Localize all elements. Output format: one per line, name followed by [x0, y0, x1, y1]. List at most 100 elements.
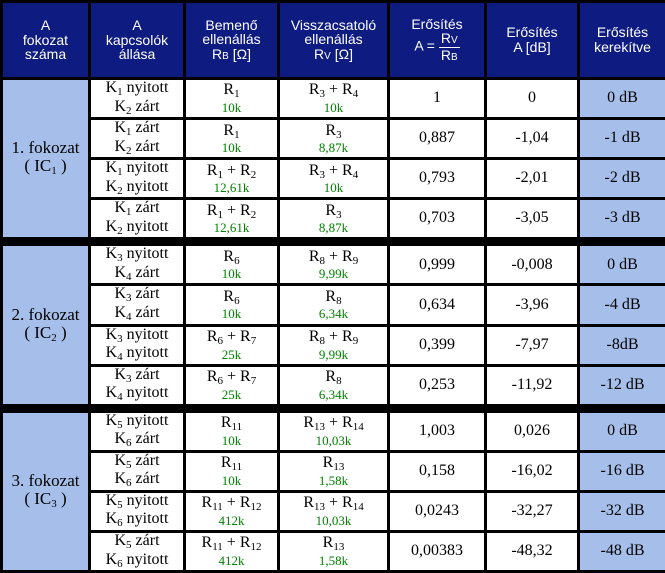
resistance-value: 1,58k: [318, 472, 349, 488]
gain-ratio-cell: 0,399: [390, 326, 484, 364]
resistance-value: 10k: [221, 306, 242, 322]
table-row: K3 nyitott K4 nyitott R6 + R7 25k R8 + R9 9,9…: [3, 326, 665, 364]
gain-ratio-cell: 0,634: [390, 286, 484, 324]
input-resistance-cell: R1 10k: [186, 120, 277, 158]
switch-state-cell: K3 nyitott K4 nyitott: [91, 326, 183, 364]
resistance-value: 10k: [323, 180, 344, 196]
gain-ratio-cell: 0,00383: [390, 533, 484, 571]
gain-rounded-cell: -8dB: [580, 326, 665, 364]
stage-label: 3. fokozat: [11, 471, 80, 491]
resistance-value: 6,34k: [318, 306, 349, 322]
feedback-resistance-cell: R3 + R4 10k: [280, 80, 387, 118]
gain-rounded-cell: -32 dB: [580, 492, 665, 531]
feedback-resistance-cell: R8 6,34k: [280, 286, 387, 324]
gain-db-cell: -3,96: [487, 286, 577, 324]
table-row: K1 zárt K2 zárt R1 10k R3 8,87k 0,887 -1,04 -1 d…: [3, 119, 665, 158]
switch-state-cell: K5 nyitott K6 nyitott: [91, 492, 183, 531]
input-resistance-cell: R1 + R2 12,61k: [186, 200, 277, 238]
table-row: K3 zárt K4 nyitott R6 + R7 25k R8 6,34k 0,253-…: [3, 366, 665, 404]
table-row: K3 zárt K4 zárt R6 10k R8 6,34k 0,634 -3,96 -4 d…: [3, 286, 665, 324]
group-separator: [3, 240, 665, 243]
input-resistance-cell: R11 10k: [186, 412, 277, 450]
stage-label: 2. fokozat: [11, 304, 80, 324]
gain-rounded-cell: 0 dB: [580, 412, 665, 450]
gain-rounded-cell: -48 dB: [580, 533, 665, 571]
gain-db-cell: -1,04: [487, 120, 577, 158]
table-row: K5 zárt K6 nyitott R11 + R12 412k R13 1,58k 0,…: [3, 532, 665, 571]
switch-state-cell: K1 nyitott K2 zárt: [91, 79, 183, 118]
input-resistance-cell: R11 10k: [186, 452, 277, 490]
header-gain-db: Erősítés A [dB]: [487, 3, 577, 77]
gain-rounded-cell: 0 dB: [580, 80, 665, 118]
switch-state-cell: K1 nyitott K2 nyitott: [91, 159, 183, 198]
resistance-value: 10,03k: [315, 512, 352, 528]
input-resistance-cell: R6 + R7 25k: [186, 366, 277, 404]
gain-rounded-cell: -2 dB: [580, 160, 665, 198]
table-row: 1. fokozat( IC1 ) K1 nyitott K2 zárt R1 10k R…: [3, 79, 665, 238]
input-resistance-cell: R6 + R7 25k: [186, 326, 277, 364]
resistance-value: 8,87k: [318, 140, 349, 156]
table-row: K1 nyitott K2 nyitott R1 + R2 12,61k R3 + R4…: [3, 159, 665, 198]
gain-ratio-cell: 0,158: [390, 452, 484, 490]
gain-db-cell: -3,05: [487, 200, 577, 238]
header-gain-rounded: Erősítés kerekítve: [580, 3, 665, 77]
input-resistance-cell: R6 10k: [186, 286, 277, 324]
switch-state-cell: K5 nyitott K6 zárt: [91, 412, 183, 450]
resistance-value: 412k: [218, 512, 245, 528]
stage-label: 1. fokozat: [11, 138, 80, 158]
ic-label: ( IC: [24, 322, 52, 342]
gain-rounded-cell: -3 dB: [580, 200, 665, 238]
resistance-value: 6,34k: [318, 386, 349, 402]
feedback-resistance-cell: R8 + R9 9,99k: [280, 246, 387, 284]
ic-label: ( IC: [24, 156, 52, 176]
gain-db-cell: -32,27: [487, 492, 577, 531]
resistance-value: 10k: [221, 140, 242, 156]
resistance-value: 412k: [218, 553, 245, 569]
gain-fraction: RV RB: [438, 30, 460, 63]
feedback-resistance-cell: R3 8,87k: [280, 120, 387, 158]
input-resistance-cell: R1 10k: [186, 80, 277, 118]
gain-ratio-cell: 0,999: [390, 246, 484, 284]
header-feedback-resistance: Visszacsatoló ellenállás RV [Ω]: [280, 3, 387, 77]
resistance-value: 10k: [221, 432, 242, 448]
switch-state-cell: K5 zárt K6 nyitott: [91, 532, 183, 571]
resistance-value: 12,61k: [213, 220, 250, 236]
feedback-resistance-cell: R3 8,87k: [280, 200, 387, 238]
stage-label-cell: 2. fokozat( IC2 ): [3, 246, 88, 404]
gain-db-cell: -0,008: [487, 246, 577, 284]
header-input-resistance: Bemenő ellenállás RB [Ω]: [186, 3, 277, 77]
input-resistance-cell: R11 + R12 412k: [186, 492, 277, 531]
gain-ratio-cell: 0,0243: [390, 492, 484, 531]
resistance-value: 9,99k: [318, 266, 349, 282]
resistance-value: 12,61k: [213, 180, 250, 196]
group-separator: [3, 407, 665, 410]
table-row: K5 nyitott K6 nyitott R11 + R12 412k R13 + R…: [3, 492, 665, 531]
stage-label-cell: 1. fokozat( IC1 ): [3, 80, 88, 238]
resistance-value: 9,99k: [318, 346, 349, 362]
gain-db-cell: 0,026: [487, 412, 577, 450]
switch-state-cell: K1 zárt K2 zárt: [91, 119, 183, 158]
table-row: K1 zárt K2 nyitott R1 + R2 12,61k R3 8,87k 0,7…: [3, 199, 665, 238]
gain-rounded-cell: -12 dB: [580, 366, 665, 404]
feedback-resistance-cell: R13 1,58k: [280, 452, 387, 490]
feedback-resistance-cell: R3 + R4 10k: [280, 160, 387, 198]
input-resistance-cell: R11 + R12 412k: [186, 533, 277, 571]
feedback-resistance-cell: R13 + R14 10,03k: [280, 412, 387, 450]
resistance-value: 25k: [221, 346, 242, 362]
gain-ratio-cell: 1: [390, 80, 484, 118]
gain-ratio-cell: 0,703: [390, 200, 484, 238]
input-resistance-cell: R1 + R2 12,61k: [186, 160, 277, 198]
feedback-resistance-cell: R13 1,58k: [280, 533, 387, 571]
switch-state-cell: K5 zárt K6 zárt: [91, 452, 183, 490]
resistance-value: 1,58k: [318, 553, 349, 569]
gain-rounded-cell: -16 dB: [580, 452, 665, 490]
stage-label-cell: 3. fokozat( IC3 ): [3, 412, 88, 571]
resistance-value: 10k: [221, 472, 242, 488]
ic-label: ( IC: [24, 489, 52, 509]
switch-state-cell: K3 zárt K4 zárt: [91, 286, 183, 324]
resistance-value: 10k: [323, 100, 344, 115]
switch-state-cell: K1 zárt K2 nyitott: [91, 199, 183, 238]
feedback-resistance-cell: R13 + R14 10,03k: [280, 492, 387, 531]
